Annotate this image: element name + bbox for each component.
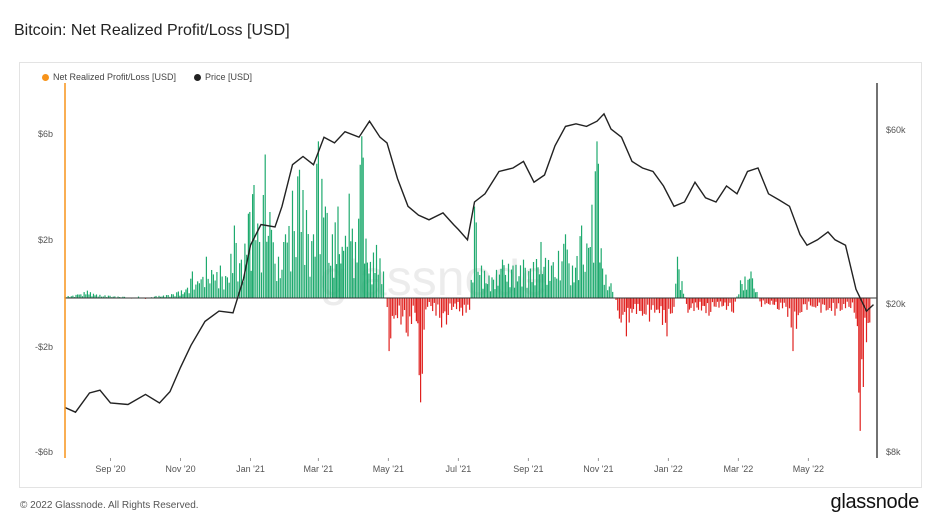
x-tick-label: Mar '22 <box>724 464 754 474</box>
y-right-tick: $8k <box>886 447 901 457</box>
y-axis-left: $6b $2b -$2b -$6b <box>35 129 53 457</box>
y-left-tick: -$6b <box>35 447 53 457</box>
x-tick-label: Nov '21 <box>583 464 613 474</box>
net-realized-bars <box>64 136 871 431</box>
x-tick-label: Mar '21 <box>304 464 334 474</box>
x-axis: Sep '20 Nov '20 Jan '21 Mar '21 May '21 Jul '… <box>95 458 824 474</box>
x-tick-label: Sep '21 <box>513 464 543 474</box>
legend-swatch-icon <box>194 73 202 81</box>
y-axis-right: $60k $20k $8k <box>886 125 906 457</box>
brand-logo[interactable]: glassnode <box>830 491 920 513</box>
legend-label-net-realized: Net Realized Profit/Loss [USD] <box>53 72 177 82</box>
x-tick-label: May '21 <box>373 464 404 474</box>
legend-item-price[interactable]: Price [USD] <box>194 72 252 82</box>
legend-item-net-realized[interactable]: Net Realized Profit/Loss [USD] <box>42 72 176 82</box>
x-tick-label: Jan '21 <box>236 464 265 474</box>
legend-label-price: Price [USD] <box>205 72 253 82</box>
y-left-tick: $2b <box>38 235 53 245</box>
y-left-tick: $6b <box>38 129 53 139</box>
chart-plot: glassnode $6b $2b -$2b -$6b $60k $20k $8… <box>35 83 906 474</box>
x-tick-label: Nov '20 <box>165 464 195 474</box>
price-line <box>64 112 874 414</box>
copyright-footer: © 2022 Glassnode. All Rights Reserved. <box>20 500 199 511</box>
chart-title: Bitcoin: Net Realized Profit/Loss [USD] <box>14 22 290 39</box>
y-left-tick: -$2b <box>35 342 53 352</box>
x-tick-label: Sep '20 <box>95 464 125 474</box>
chart-panel: Net Realized Profit/Loss [USD] Price [US… <box>19 62 922 488</box>
x-tick-label: Jan '22 <box>654 464 683 474</box>
x-tick-label: Jul '21 <box>446 464 472 474</box>
legend-swatch-icon <box>42 73 49 81</box>
y-right-tick: $20k <box>886 299 906 309</box>
x-tick-label: May '22 <box>793 464 824 474</box>
chart-legend: Net Realized Profit/Loss [USD] Price [US… <box>42 72 252 82</box>
y-right-tick: $60k <box>886 125 906 135</box>
